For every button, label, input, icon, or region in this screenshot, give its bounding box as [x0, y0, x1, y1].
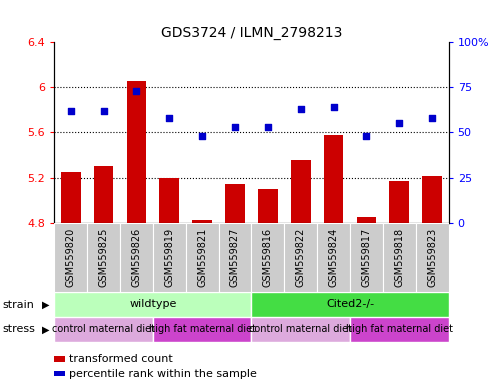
Title: GDS3724 / ILMN_2798213: GDS3724 / ILMN_2798213	[161, 26, 342, 40]
Text: Cited2-/-: Cited2-/-	[326, 299, 374, 310]
Bar	[416, 223, 449, 292]
Bar	[153, 223, 186, 292]
Text: GSM559817: GSM559817	[361, 228, 371, 287]
Text: GSM559822: GSM559822	[296, 228, 306, 287]
Point	[264, 124, 272, 130]
Text: GSM559824: GSM559824	[329, 228, 339, 287]
Point	[100, 108, 107, 114]
Bar	[54, 317, 153, 342]
Bar	[61, 172, 80, 223]
Text: strain: strain	[2, 300, 35, 310]
Text: GSM559821: GSM559821	[197, 228, 207, 287]
Point	[362, 133, 370, 139]
Bar	[218, 223, 251, 292]
Bar	[153, 317, 251, 342]
Bar	[291, 160, 311, 223]
Bar	[87, 223, 120, 292]
Bar	[350, 317, 449, 342]
Text: GSM559818: GSM559818	[394, 228, 404, 287]
Bar	[317, 223, 350, 292]
Bar	[192, 220, 212, 223]
Bar	[324, 135, 344, 223]
Text: transformed count: transformed count	[69, 354, 173, 364]
Text: ▶: ▶	[42, 300, 50, 310]
Bar	[284, 223, 317, 292]
Point	[231, 124, 239, 130]
Bar	[225, 184, 245, 223]
Text: control maternal diet: control maternal diet	[52, 324, 155, 334]
Bar	[251, 317, 350, 342]
Point	[67, 108, 74, 114]
Bar	[356, 217, 376, 223]
Text: high fat maternal diet: high fat maternal diet	[148, 324, 256, 334]
Point	[428, 115, 436, 121]
Text: stress: stress	[2, 324, 35, 334]
Bar	[251, 292, 449, 317]
Bar	[54, 292, 251, 317]
Point	[395, 121, 403, 127]
Bar	[127, 81, 146, 223]
Text: high fat maternal diet: high fat maternal diet	[346, 324, 453, 334]
Text: control maternal diet: control maternal diet	[249, 324, 352, 334]
Bar	[120, 223, 153, 292]
Text: wildtype: wildtype	[129, 299, 176, 310]
Text: GSM559823: GSM559823	[427, 228, 437, 287]
Bar	[423, 177, 442, 223]
Bar	[389, 181, 409, 223]
Bar	[186, 223, 218, 292]
Bar	[94, 166, 113, 223]
Text: GSM559820: GSM559820	[66, 228, 75, 287]
Bar	[251, 223, 284, 292]
Text: ▶: ▶	[42, 324, 50, 334]
Text: GSM559827: GSM559827	[230, 228, 240, 287]
Bar	[258, 189, 278, 223]
Text: percentile rank within the sample: percentile rank within the sample	[69, 369, 257, 379]
Point	[198, 133, 206, 139]
Bar	[350, 223, 383, 292]
Point	[297, 106, 305, 112]
Point	[330, 104, 338, 110]
Text: GSM559816: GSM559816	[263, 228, 273, 287]
Point	[133, 88, 141, 94]
Bar	[54, 223, 87, 292]
Text: GSM559819: GSM559819	[164, 228, 174, 287]
Bar	[383, 223, 416, 292]
Text: GSM559825: GSM559825	[99, 228, 108, 287]
Point	[165, 115, 173, 121]
Text: GSM559826: GSM559826	[132, 228, 141, 287]
Bar	[159, 178, 179, 223]
